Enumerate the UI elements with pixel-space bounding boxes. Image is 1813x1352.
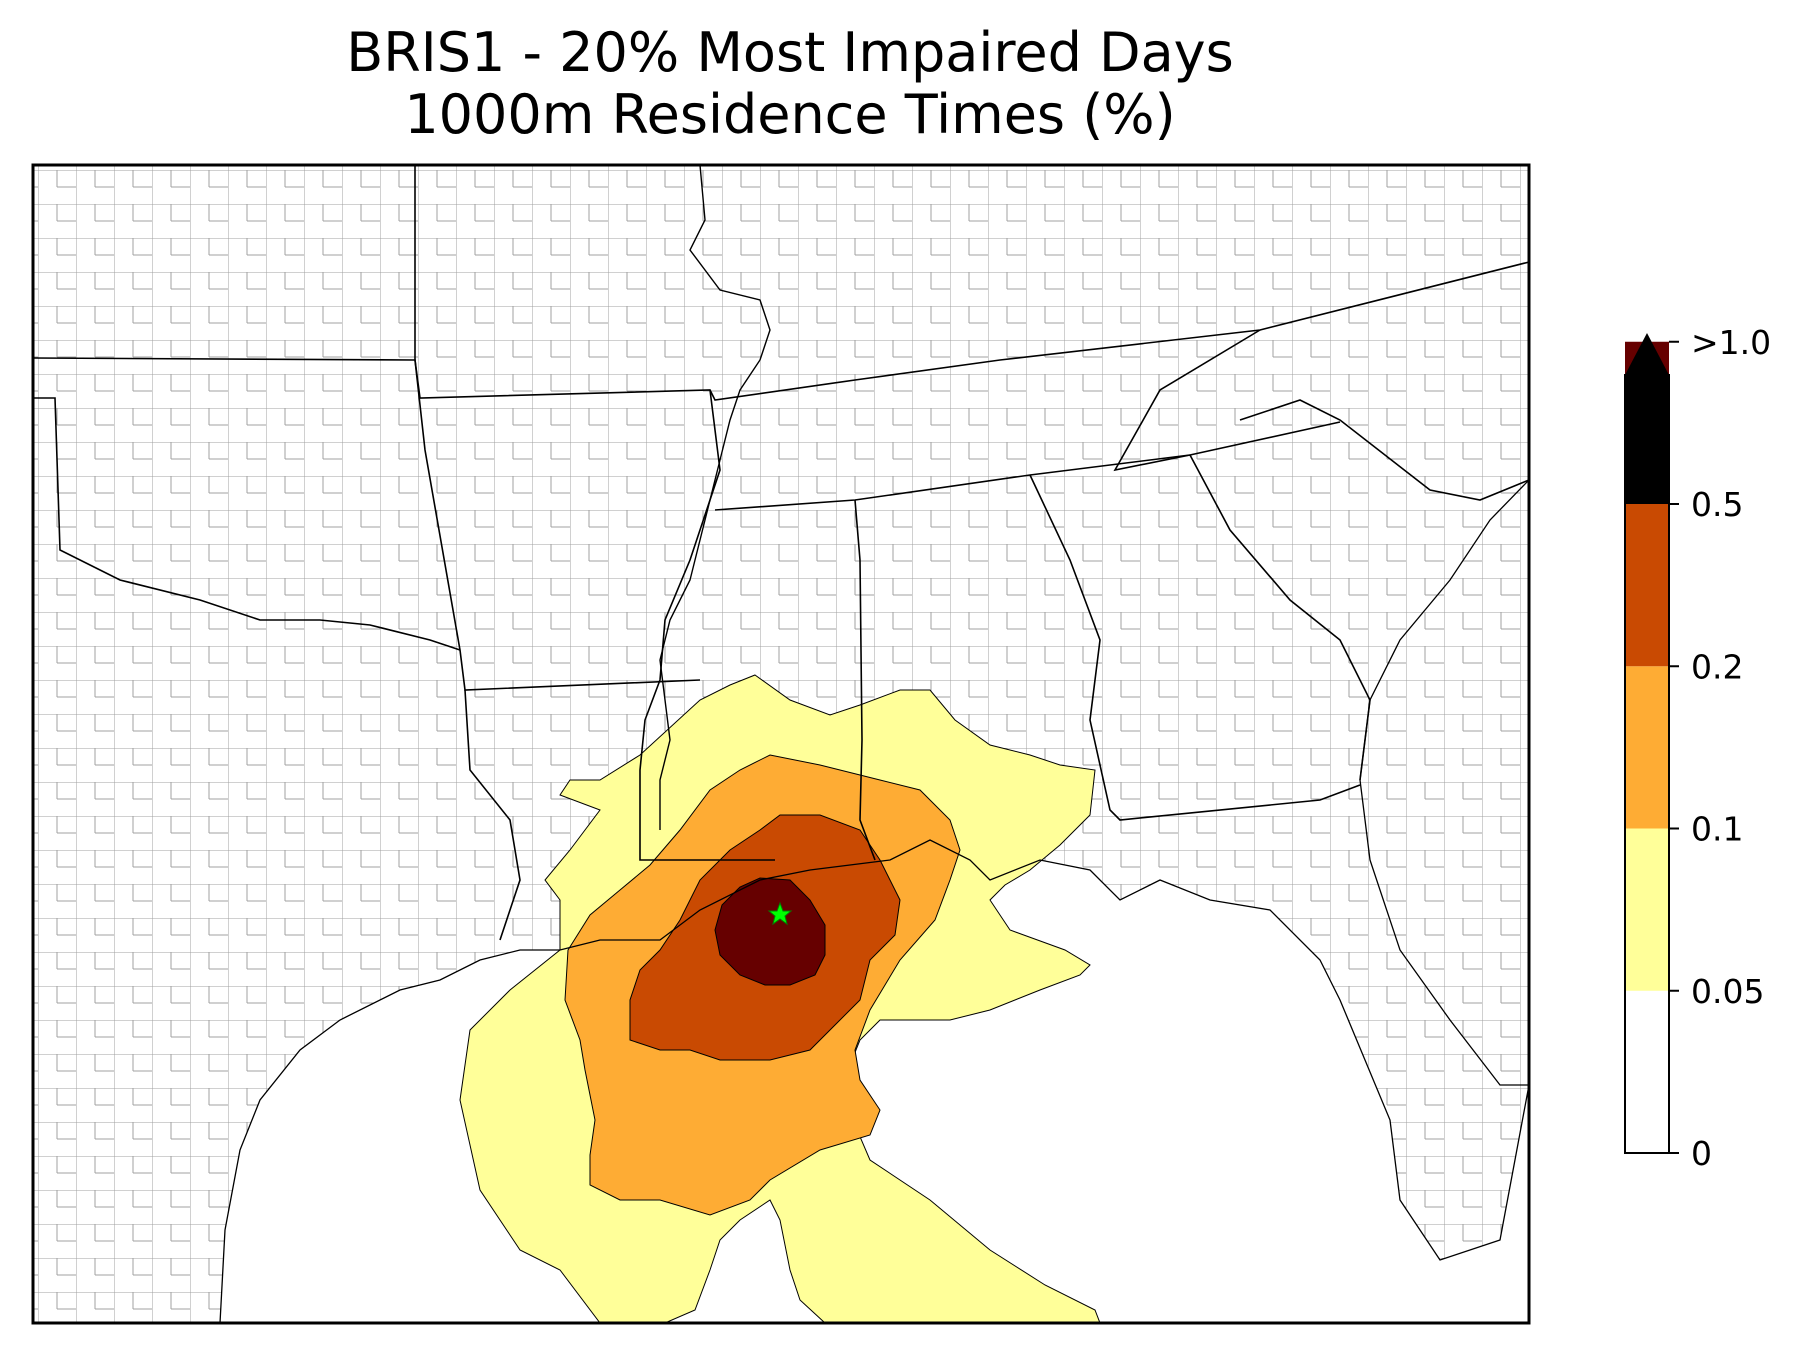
colorbar-tick-label: 0.05 (1691, 972, 1764, 1011)
colorbar-bin-top (1625, 375, 1669, 504)
colorbar-tick-label: 0.1 (1691, 810, 1743, 849)
colorbar-bin-2 (1625, 666, 1669, 829)
colorbar-tick-label: >1.0 (1691, 323, 1771, 362)
colorbar-tick-label: 0 (1691, 1134, 1712, 1173)
contour-0.5 (714, 877, 826, 986)
colorbar-bin-3 (1625, 504, 1669, 667)
site-star-icon (767, 901, 793, 926)
colorbar-extend-arrow (1625, 333, 1669, 375)
colorbar-frame (1624, 374, 1670, 1154)
colorbar-bin-0 (1625, 990, 1669, 1153)
chart-title: BRIS1 - 20% Most Impaired Days 1000m Res… (0, 22, 1580, 146)
gulf-coastline (219, 839, 1529, 1323)
colorbar: 0 0.05 0.1 0.2 0.5 >1.0 (1624, 323, 1771, 1173)
map-panel (33, 165, 1529, 1323)
atlantic-coastline (1359, 479, 1529, 1086)
title-line-2: 1000m Residence Times (%) (404, 83, 1176, 146)
mississippi-river (659, 165, 771, 830)
colorbar-bin-1 (1625, 828, 1669, 991)
map-frame (31, 163, 1531, 1325)
title-line-1: BRIS1 - 20% Most Impaired Days (346, 21, 1234, 84)
colorbar-tick-label: 0.5 (1691, 485, 1743, 524)
state-boundaries (33, 165, 1529, 941)
colorbar-tick-label: 0.2 (1691, 647, 1743, 686)
